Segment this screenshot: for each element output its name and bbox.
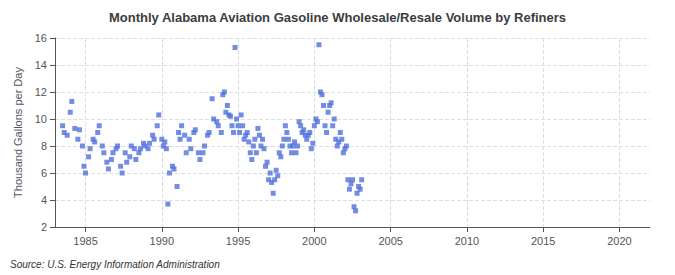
svg-text:2010: 2010 (455, 235, 479, 247)
svg-text:6: 6 (41, 167, 47, 179)
svg-text:2: 2 (41, 221, 47, 233)
svg-text:14: 14 (35, 59, 47, 71)
svg-text:1990: 1990 (150, 235, 174, 247)
svg-text:2005: 2005 (378, 235, 402, 247)
svg-text:2000: 2000 (302, 235, 326, 247)
svg-text:2020: 2020 (607, 235, 631, 247)
svg-text:Source: U.S. Energy Informatio: Source: U.S. Energy Information Administ… (10, 259, 220, 270)
svg-text:Thousand Gallons per Day: Thousand Gallons per Day (12, 67, 24, 198)
svg-text:16: 16 (35, 32, 47, 44)
svg-text:10: 10 (35, 113, 47, 125)
svg-text:12: 12 (35, 86, 47, 98)
svg-text:1985: 1985 (73, 235, 97, 247)
svg-text:1995: 1995 (226, 235, 250, 247)
svg-text:2015: 2015 (531, 235, 555, 247)
svg-text:Monthly Alabama Aviation Gasol: Monthly Alabama Aviation Gasoline Wholes… (109, 10, 566, 25)
svg-text:4: 4 (41, 194, 47, 206)
svg-text:8: 8 (41, 140, 47, 152)
